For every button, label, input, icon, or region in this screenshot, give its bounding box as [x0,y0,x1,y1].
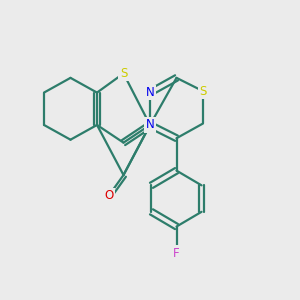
Text: O: O [104,189,113,202]
Text: N: N [146,118,154,131]
Text: F: F [173,247,180,260]
Text: N: N [146,86,154,99]
Text: S: S [120,67,127,80]
Text: S: S [199,85,207,98]
